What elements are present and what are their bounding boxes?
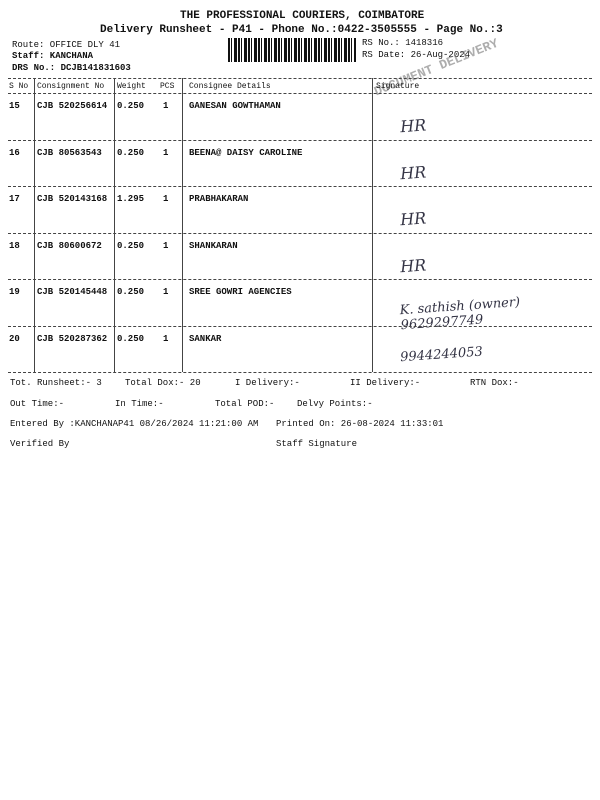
- cell: 19: [9, 287, 20, 297]
- rule: [372, 78, 373, 372]
- cell: 0.250: [117, 333, 145, 344]
- entered-by: Entered By :KANCHANAP41 08/26/2024 11:21…: [10, 419, 259, 429]
- rule: [8, 139, 592, 141]
- footer-field: II Delivery:-: [350, 378, 421, 388]
- staff-signature: Staff Signature: [276, 439, 358, 449]
- barcode: [228, 38, 356, 62]
- rule: [8, 372, 592, 373]
- cell: 1: [163, 147, 169, 158]
- cell: SHANKARAN: [189, 240, 238, 251]
- cell: 0.250: [117, 240, 145, 251]
- rule: [8, 186, 592, 187]
- route: Route: OFFICE DLY 41: [12, 40, 121, 50]
- cell: 1: [163, 333, 169, 344]
- rule: [34, 78, 35, 372]
- signature: HR: [399, 208, 427, 230]
- cell: CJB 520145448: [37, 287, 108, 297]
- cell: 0.250: [117, 147, 145, 158]
- cell: 20: [9, 333, 20, 344]
- rs-date: RS Date: 26-Aug-2024: [362, 50, 471, 60]
- cell: 1: [163, 240, 169, 251]
- cell: PRABHAKARAN: [189, 194, 249, 204]
- rule: [8, 78, 592, 79]
- signature: K. sathish (owner) 9629297749: [399, 294, 521, 334]
- staff: Staff: KANCHANA: [12, 51, 94, 61]
- footer-field: Delvy Points:-: [297, 399, 373, 409]
- rule: [8, 279, 592, 280]
- subtitle: Delivery Runsheet - P41 - Phone No.:0422…: [100, 24, 503, 36]
- rs-no: RS No.: 1418316: [362, 38, 444, 48]
- cell: 17: [9, 194, 20, 204]
- cell: CJB 80563543: [37, 147, 102, 158]
- signature: HR: [399, 254, 427, 276]
- drs: DRS No.: DCJB141831603: [12, 63, 131, 73]
- cell: SREE GOWRI AGENCIES: [189, 287, 292, 297]
- column-header: Consignee Details: [189, 82, 271, 91]
- cell: 1.295: [117, 194, 145, 204]
- column-header: Signature: [376, 82, 420, 91]
- cell: 15: [9, 101, 20, 111]
- rule: [8, 232, 592, 234]
- cell: 16: [9, 147, 20, 158]
- rule: [8, 325, 592, 327]
- footer-field: Tot. Runsheet:- 3: [10, 378, 102, 388]
- rule: [8, 93, 592, 94]
- cell: 1: [163, 101, 169, 111]
- cell: SANKAR: [189, 333, 222, 344]
- footer-field: In Time:-: [115, 399, 164, 409]
- footer-field: Out Time:-: [10, 399, 65, 409]
- cell: CJB 520143168: [37, 194, 108, 204]
- cell: 1: [163, 194, 169, 204]
- column-header: Weight: [117, 82, 146, 91]
- cell: 1: [163, 287, 169, 297]
- cell: 18: [9, 240, 20, 251]
- column-header: Consignment No: [37, 82, 105, 91]
- cell: BEENA@ DAISY CAROLINE: [189, 147, 303, 158]
- cell: 0.250: [117, 287, 145, 297]
- column-header: PCS: [160, 82, 175, 91]
- verified-by: Verified By: [10, 439, 70, 449]
- company: THE PROFESSIONAL COURIERS, COIMBATORE: [180, 10, 425, 22]
- cell: 0.250: [117, 101, 145, 111]
- signature: 9944244053: [399, 344, 484, 365]
- footer-field: Total POD:-: [215, 399, 275, 409]
- footer-field: RTN Dox:-: [470, 378, 519, 388]
- signature: HR: [399, 115, 427, 137]
- cell: GANESAN GOWTHAMAN: [189, 101, 281, 111]
- column-header: S No: [9, 82, 29, 91]
- printed-on: Printed On: 26-08-2024 11:33:01: [276, 419, 444, 429]
- cell: CJB 520256614: [37, 101, 108, 111]
- cell: CJB 80600672: [37, 240, 102, 251]
- cell: CJB 520287362: [37, 333, 108, 344]
- footer-field: I Delivery:-: [235, 378, 300, 388]
- rule: [114, 78, 115, 372]
- footer-field: Total Dox:- 20: [125, 378, 201, 388]
- signature: HR: [399, 161, 427, 183]
- rule: [182, 78, 183, 372]
